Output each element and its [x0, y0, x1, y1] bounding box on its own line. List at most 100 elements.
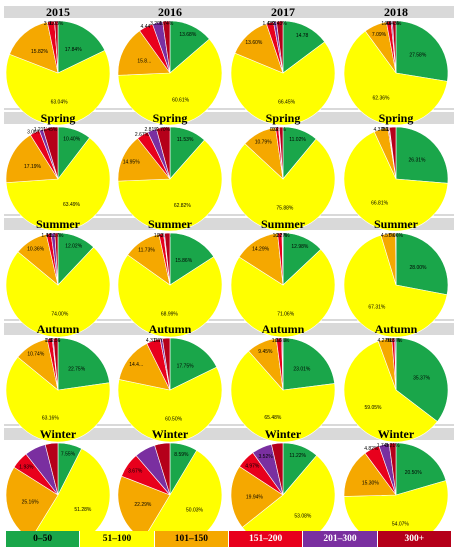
- slice-label: 0.70%: [154, 338, 169, 344]
- slice-label: 62.82%: [174, 203, 192, 209]
- slice-label: 66.45%: [278, 99, 296, 105]
- pie-title: Summer: [261, 217, 306, 231]
- slice-label: 54.07%: [392, 521, 410, 527]
- pie-title: Summer: [36, 217, 81, 231]
- slice-label: 1.21%: [34, 127, 49, 133]
- pie-slice: [392, 20, 397, 74]
- slice-label: 0.37%: [388, 338, 403, 344]
- slice-label: 4.31%: [146, 338, 161, 344]
- pie-slice: [162, 20, 171, 74]
- slice-label: 22.75%: [68, 366, 86, 372]
- slice-label: 60.50%: [165, 416, 183, 422]
- slice-label: 0.43%: [387, 21, 402, 27]
- pie-slice: [164, 232, 171, 286]
- pie-slice: [117, 137, 171, 182]
- slice-label: 14.78: [296, 33, 309, 39]
- pie-slice: [117, 38, 223, 126]
- slice-label: 15.86%: [175, 258, 193, 264]
- pie-slice: [282, 337, 335, 391]
- pie-title: Autumn: [262, 322, 305, 336]
- pie-slice: [117, 366, 223, 443]
- slice-label: 1.66%: [272, 338, 287, 344]
- slice-label: 0.16%: [382, 127, 397, 133]
- pie-slice: [343, 30, 448, 126]
- pie-slice: [154, 442, 171, 496]
- pie-title: Summer: [148, 217, 193, 231]
- slice-label: 50.03%: [186, 508, 204, 514]
- slice-label: 62.36%: [373, 95, 391, 101]
- pie-slice: [395, 442, 447, 496]
- title-bar-row-0: [4, 6, 454, 18]
- slice-label: 4.82%: [364, 446, 379, 452]
- slice-label: 0.25%: [272, 127, 287, 133]
- legend-item-201-300: 201–300: [303, 531, 378, 547]
- slice-label: 2.43%: [273, 21, 288, 27]
- pie-slice: [395, 20, 449, 82]
- slice-label: 12.02%: [65, 243, 83, 249]
- pie-slice: [5, 246, 111, 338]
- slice-label: 0.31%: [157, 233, 172, 239]
- pie-slice: [44, 442, 59, 496]
- pie-title: Spring: [379, 111, 414, 125]
- slice-label: 4.44: [141, 24, 151, 30]
- pie-slice: [117, 139, 223, 232]
- slice-label: 60.61%: [172, 98, 190, 104]
- slice-label: 2.67%: [135, 132, 150, 138]
- slice-label: 3.06%: [27, 130, 42, 136]
- slice-label: 12.98%: [291, 244, 309, 250]
- slice-label: 1.43%: [263, 21, 278, 27]
- slice-label: 28.00%: [410, 265, 428, 271]
- pie-slice: [343, 340, 438, 443]
- pie-title: Autumn: [37, 322, 80, 336]
- slice-label: 59.05%: [365, 405, 383, 411]
- slice-label: 53.08%: [294, 514, 312, 520]
- pie-slice: [389, 126, 397, 180]
- slice-label: 11.02%: [289, 137, 306, 143]
- pie-title: Autumn: [149, 322, 192, 336]
- slice-label: 4.97%: [245, 463, 260, 469]
- pie-slice: [230, 41, 336, 126]
- pie-slice: [276, 20, 284, 74]
- slice-label: 51.28%: [74, 507, 92, 513]
- pie-title: Spring: [41, 111, 76, 125]
- slice-label: 4.37%: [374, 127, 389, 133]
- pie-slice: [57, 337, 110, 391]
- pie-slice: [395, 337, 449, 422]
- slice-label: 19.94%: [246, 494, 264, 500]
- pie-slice: [388, 442, 397, 496]
- title-bar-row-1: [4, 112, 454, 124]
- slice-label: 9.45%: [258, 349, 273, 355]
- slice-label: 1.45%: [43, 127, 58, 133]
- slice-label: 15.82%: [31, 49, 49, 55]
- pie-slice: [343, 131, 449, 232]
- slice-label: 0.06%: [389, 233, 404, 239]
- slice-label: 26.31%: [409, 158, 427, 164]
- slice-label: 1.37%: [273, 233, 288, 239]
- slice-label: 63.04%: [51, 100, 69, 106]
- slice-label: 17.19%: [24, 164, 42, 170]
- slice-label: 23.01%: [293, 367, 311, 373]
- pie-title: Winter: [265, 427, 302, 441]
- slice-label: 14.4...: [129, 362, 143, 368]
- slice-label: 8.59%: [174, 452, 189, 458]
- slice-label: 25.16%: [22, 500, 40, 506]
- slice-label: 3.52%: [259, 454, 274, 460]
- slice-label: 10.36%: [27, 247, 45, 253]
- pie-slice: [162, 337, 171, 391]
- pie-slice: [117, 254, 223, 338]
- slice-label: 1.48%: [41, 233, 56, 239]
- legend: 0–50 51–100 101–150 151–200 201–300 300+: [6, 531, 452, 547]
- pie-slice: [169, 337, 218, 391]
- pie-slice: [52, 337, 59, 391]
- slice-label: 10.79%: [255, 139, 273, 145]
- title-bar-row-4: [4, 428, 454, 440]
- legend-item-300-plus: 300+: [377, 531, 452, 547]
- pie-slice: [42, 126, 59, 180]
- slice-label: 27.58%: [409, 53, 427, 59]
- pie-slice: [395, 126, 449, 184]
- pie-title: 2017: [271, 5, 295, 19]
- slice-label: 3.21%: [385, 443, 400, 449]
- pie-slice: [5, 356, 111, 443]
- pie-slice: [57, 20, 106, 74]
